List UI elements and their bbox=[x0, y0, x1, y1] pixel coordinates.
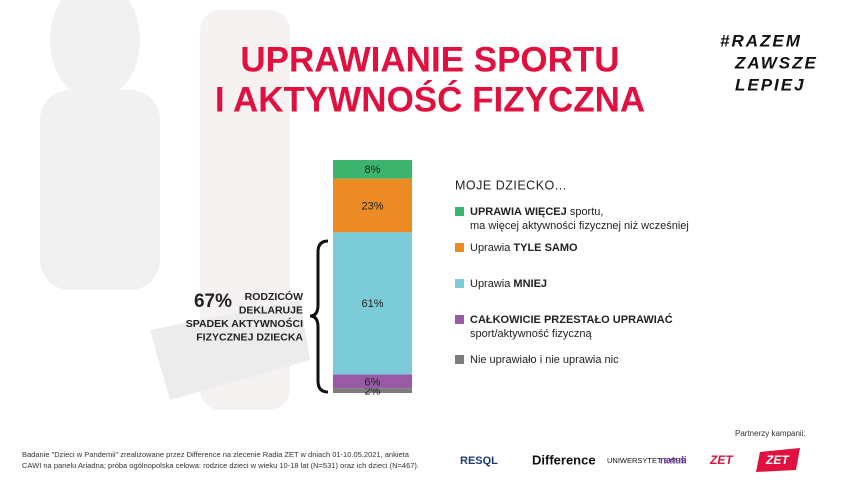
bar-segment bbox=[333, 388, 412, 393]
annotation-value: 67% bbox=[194, 291, 232, 312]
annotation-text: FIZYCZNEJ DZIECKA bbox=[196, 331, 303, 343]
bar-segment bbox=[333, 160, 412, 179]
partner-logo: ZET bbox=[709, 453, 734, 467]
legend-swatch bbox=[455, 243, 464, 252]
annotation-text: RODZICÓW bbox=[245, 290, 303, 303]
partner-logo-bg bbox=[756, 448, 800, 472]
legend-label: Uprawia MNIEJ bbox=[470, 278, 547, 290]
chart-title: I AKTYWNOŚĆ FIZYCZNA bbox=[215, 79, 645, 119]
partners-label: Partnerzy kampanii: bbox=[735, 429, 806, 438]
legend-label-part: Nie uprawiało i nie uprawia nic bbox=[470, 354, 619, 366]
legend-label-part: sportu, bbox=[567, 206, 604, 218]
bracket bbox=[309, 239, 329, 394]
legend-label-part: MNIEJ bbox=[513, 278, 547, 290]
partner-logo: RESQL bbox=[460, 455, 498, 467]
footnote: CAWI na panelu Ariadna; próba ogólnopols… bbox=[22, 461, 419, 470]
footnote: Badanie "Dzieci w Pandemii" zrealizowane… bbox=[22, 450, 410, 459]
partner-logo: UNIWERSYTET SWPS bbox=[607, 456, 686, 465]
chart-title: UPRAWIANIE SPORTU bbox=[240, 40, 619, 79]
value-label: 23% bbox=[361, 200, 383, 212]
legend-title: MOJE DZIECKO... bbox=[455, 178, 567, 192]
legend-label: UPRAWIA WIĘCEJ sportu, bbox=[470, 206, 603, 218]
annotation-text: SPADEK AKTYWNOŚCI bbox=[186, 317, 303, 330]
annotation-text: DEKLARUJE bbox=[239, 304, 303, 316]
value-label: 2% bbox=[365, 386, 381, 398]
legend-label-part: TYLE SAMO bbox=[513, 242, 578, 254]
legend-swatch bbox=[455, 279, 464, 288]
legend-label: ma więcej aktywności fizycznej niż wcześ… bbox=[470, 220, 689, 232]
legend-label: CAŁKOWICIE PRZESTAŁO UPRAWIAĆ bbox=[470, 313, 673, 326]
background-silhouette bbox=[40, 0, 310, 410]
legend-label: Nie uprawiało i nie uprawia nic bbox=[470, 354, 619, 366]
partner-logo: Difference bbox=[532, 452, 596, 467]
legend-label-part: UPRAWIA WIĘCEJ bbox=[470, 206, 567, 218]
value-label: 8% bbox=[365, 164, 381, 176]
bar-segment bbox=[333, 374, 412, 389]
legend-label-part: ma więcej aktywności fizycznej niż wcześ… bbox=[470, 220, 689, 232]
partner-logo: natuli bbox=[660, 456, 687, 467]
legend-swatch bbox=[455, 315, 464, 324]
hashtag: LEPIEJ bbox=[735, 75, 806, 94]
legend-label-part: CAŁKOWICIE PRZESTAŁO UPRAWIAĆ bbox=[470, 313, 673, 326]
legend-swatch bbox=[455, 355, 464, 364]
legend-label: Uprawia TYLE SAMO bbox=[470, 242, 578, 254]
legend-swatch bbox=[455, 207, 464, 216]
legend-label-part: Uprawia bbox=[470, 242, 513, 254]
value-label: 61% bbox=[361, 298, 383, 310]
legend-label-part: sport/aktywność fizyczną bbox=[470, 328, 593, 340]
hashtag: ZAWSZE bbox=[734, 53, 818, 72]
legend-label-part: Uprawia bbox=[470, 278, 513, 290]
bar-segment bbox=[333, 178, 412, 233]
bar-segment bbox=[333, 232, 412, 375]
legend-label: sport/aktywność fizyczną bbox=[470, 328, 593, 340]
partner-logo: ZET bbox=[765, 453, 790, 467]
value-label: 6% bbox=[365, 376, 381, 388]
hashtag: #RAZEM bbox=[720, 31, 802, 50]
